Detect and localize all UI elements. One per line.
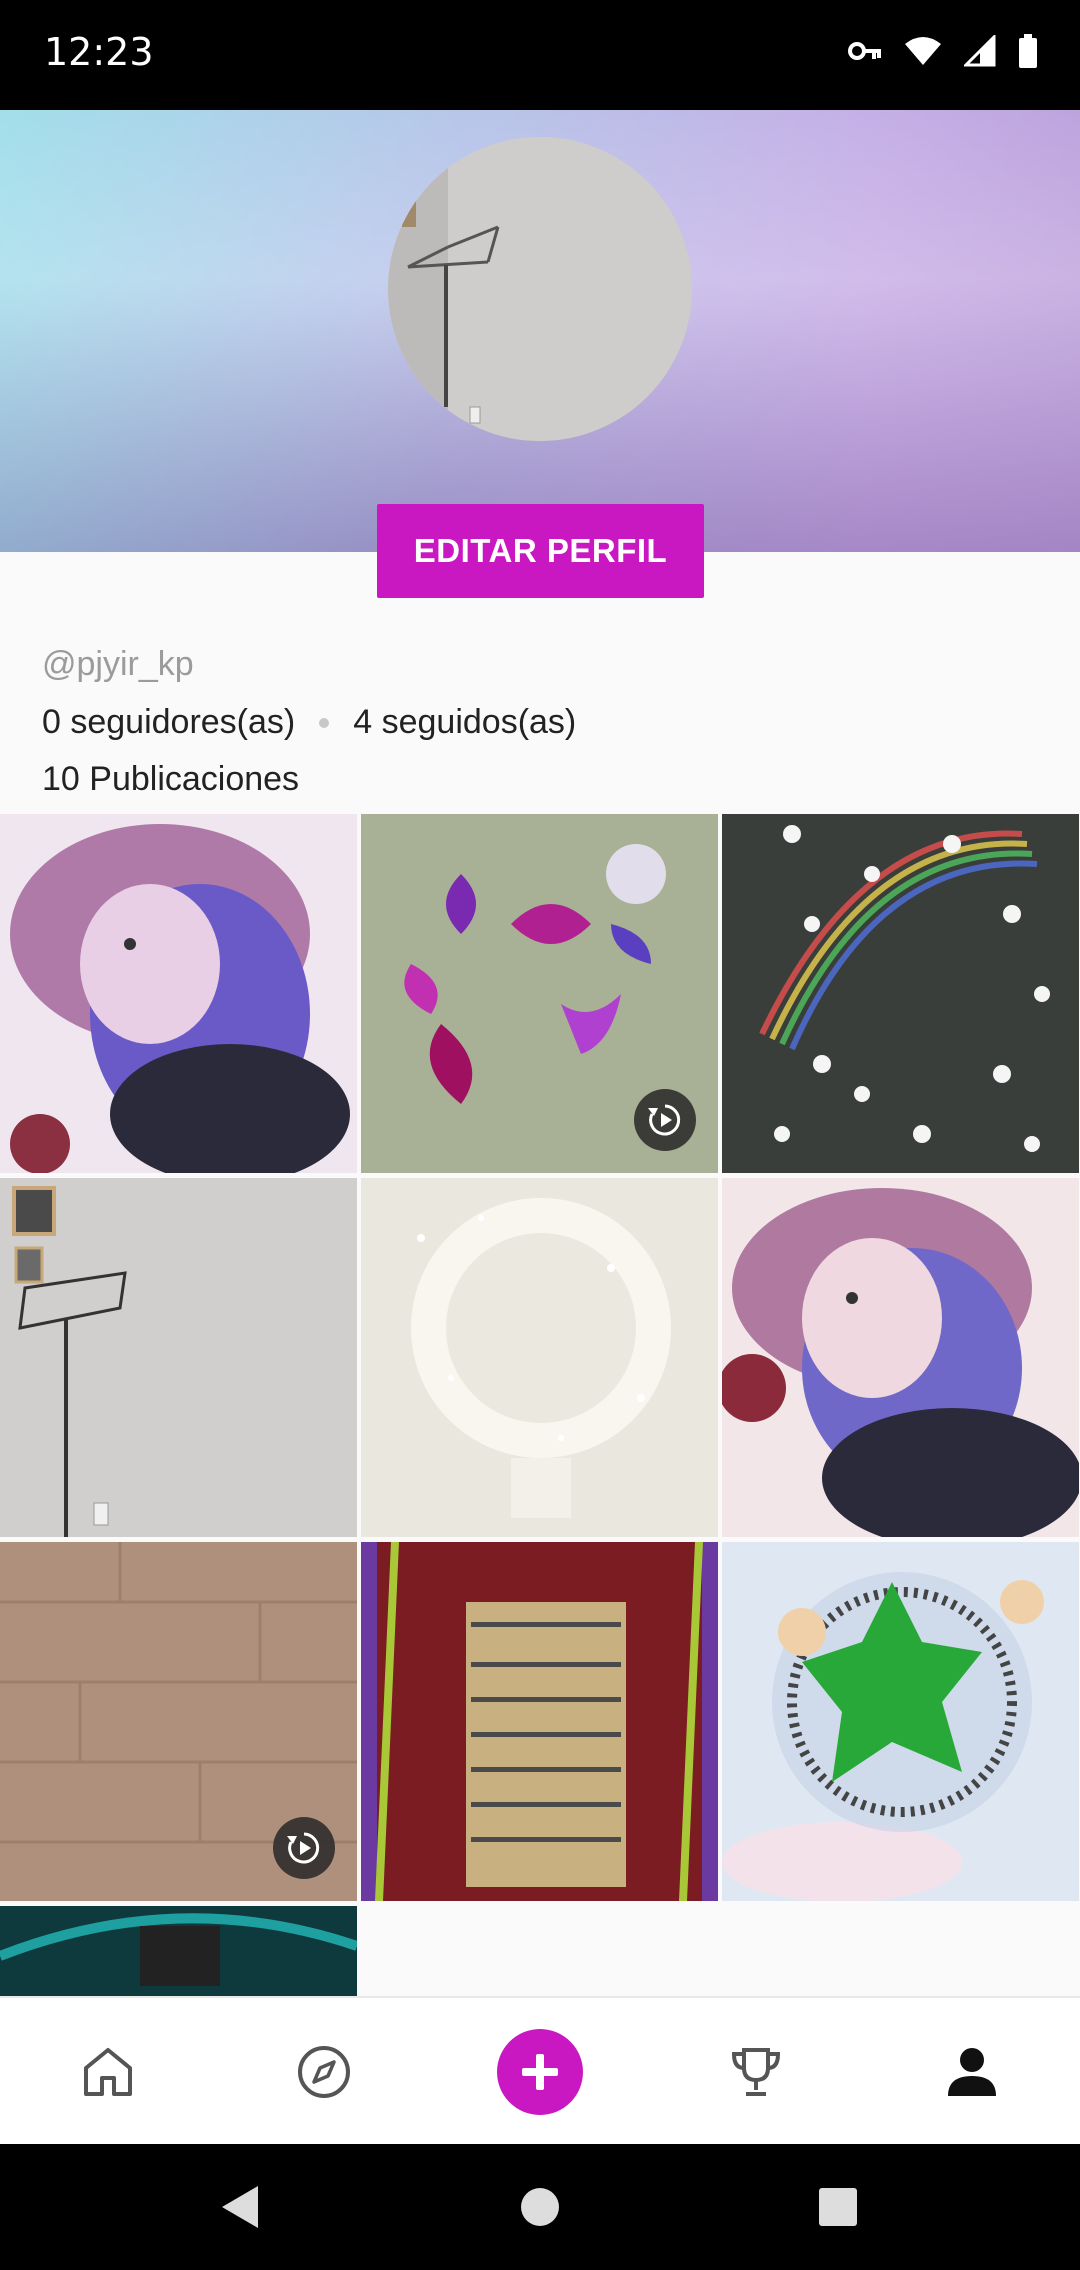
- avatar[interactable]: [388, 137, 692, 441]
- post-image: [361, 1178, 718, 1537]
- recents-square-icon: [819, 2188, 857, 2226]
- system-navigation-bar: [0, 2144, 1080, 2270]
- nav-create[interactable]: [432, 1998, 648, 2146]
- post-tile[interactable]: [361, 1178, 718, 1537]
- username: @pjyir_kp: [42, 645, 194, 683]
- nav-profile[interactable]: [864, 1998, 1080, 2146]
- post-tile[interactable]: [0, 1906, 357, 1996]
- posts-grid: [0, 814, 1080, 1996]
- battery-icon: [1019, 34, 1037, 68]
- wifi-icon: [905, 37, 941, 65]
- home-circle-icon: [521, 2188, 559, 2226]
- explore-compass-icon: [298, 2046, 350, 2098]
- status-time: 12:23: [44, 30, 154, 74]
- post-image: [722, 1178, 1079, 1537]
- post-image: [722, 1542, 1079, 1901]
- post-tile[interactable]: [0, 1542, 357, 1901]
- post-tile[interactable]: [0, 1178, 357, 1537]
- avatar-image: [388, 137, 692, 441]
- post-image: [0, 1178, 357, 1537]
- edit-profile-button[interactable]: EDITAR PERFIL: [377, 504, 704, 598]
- posts-count: 10 Publicaciones: [42, 760, 300, 798]
- home-button[interactable]: [470, 2144, 610, 2270]
- follow-stats: 0 seguidores(as) 4 seguidos(as): [42, 703, 576, 742]
- nav-home[interactable]: [0, 1998, 216, 2146]
- post-tile[interactable]: [722, 1542, 1079, 1901]
- followers-count[interactable]: 0 seguidores(as): [42, 703, 296, 741]
- home-icon: [84, 2048, 132, 2096]
- post-tile[interactable]: [722, 814, 1079, 1173]
- back-button[interactable]: [170, 2144, 310, 2270]
- post-image: [722, 814, 1079, 1173]
- create-plus-icon: [522, 2054, 558, 2090]
- post-tile[interactable]: [361, 814, 718, 1173]
- create-post-button[interactable]: [497, 2029, 583, 2115]
- post-tile[interactable]: [722, 1178, 1079, 1537]
- trophy-icon: [731, 2048, 781, 2096]
- following-count[interactable]: 4 seguidos(as): [353, 703, 577, 741]
- post-tile[interactable]: [361, 1542, 718, 1901]
- post-image: [0, 814, 357, 1173]
- post-tile[interactable]: [0, 814, 357, 1173]
- back-triangle-icon: [222, 2186, 258, 2228]
- vpn-key-icon: [848, 42, 881, 60]
- cell-signal-icon: [964, 35, 996, 67]
- post-image: [0, 1906, 357, 1996]
- recents-button[interactable]: [768, 2144, 908, 2270]
- nav-challenges[interactable]: [648, 1998, 864, 2146]
- replay-video-icon: [273, 1817, 335, 1879]
- profile-icon: [948, 2048, 996, 2096]
- status-bar: 12:23: [0, 0, 1080, 110]
- post-image: [361, 1542, 718, 1901]
- nav-explore[interactable]: [216, 1998, 432, 2146]
- separator-dot: [319, 717, 330, 728]
- replay-video-icon: [634, 1089, 696, 1151]
- bottom-navigation: [0, 1996, 1080, 2146]
